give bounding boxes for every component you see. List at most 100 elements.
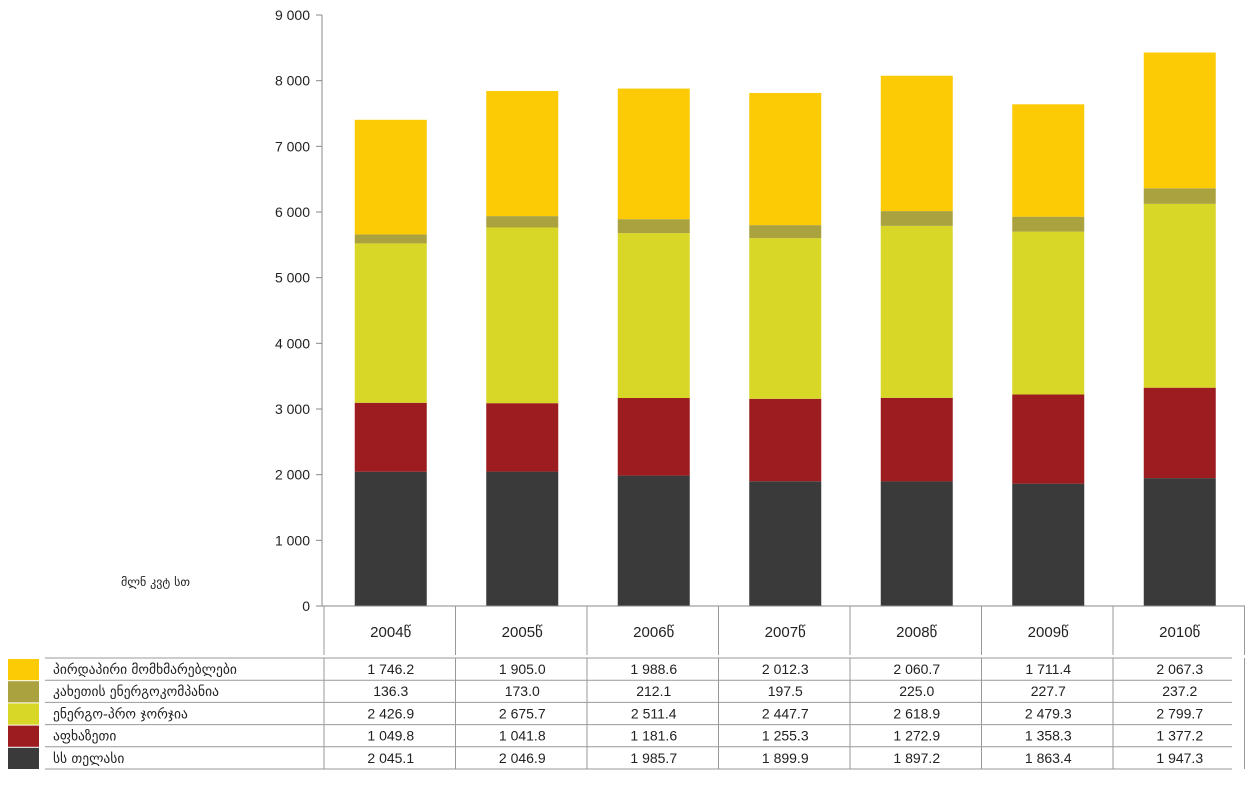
table-cell-value: 2 511.4 [631,705,677,721]
legend-swatch [8,659,39,681]
table-cell-value: 1 947.3 [1156,750,1203,766]
y-tick-label: 8 000 [275,73,310,89]
legend-swatch [8,747,39,769]
bar-segment [617,219,690,234]
y-tick-label: 7 000 [275,138,310,154]
table-cell-value: 136.3 [373,683,408,699]
table-cell-value: 2 012.3 [762,661,809,677]
bar-segment [617,233,690,399]
bar-segment [1012,231,1085,395]
y-tick-label: 4 000 [275,335,310,351]
bar-segment [1143,203,1216,388]
table-cell-value: 1 272.9 [893,728,940,744]
table-cell-value: 1 905.0 [499,661,546,677]
bar-segment [354,243,427,403]
table-cell-value: 212.1 [636,683,671,699]
category-label: 2008წ [896,624,937,641]
table-cell-value: 1 711.4 [1025,661,1071,677]
legend-label: პირდაპირი მომხმარებლები [53,661,237,678]
category-label: 2007წ [765,624,806,641]
bar-segment [354,402,427,472]
table-cell-value: 1 988.6 [630,661,677,677]
legend-swatch [8,725,39,747]
table-cell-value: 2 799.7 [1156,705,1203,721]
table-cell-value: 2 675.7 [499,705,546,721]
bar-segment [617,398,690,476]
bar-segment [749,238,822,399]
bar-segment [617,475,690,606]
legend-label: სს თელასი [53,751,124,767]
y-axis: 0 1 000 2 000 3 000 4 000 5 000 6 000 7 000 8 00… [275,7,323,614]
table-cell-value: 1 985.7 [630,750,677,766]
bars [354,52,1216,606]
table-cell-value: 2 067.3 [1156,661,1203,677]
bar-segment [486,91,559,217]
bar-segment [1012,216,1085,232]
table-cell-value: 1 358.3 [1025,728,1072,744]
bar-segment [749,398,822,482]
bar-segment [880,481,953,606]
table-cell-value: 2 045.1 [367,750,414,766]
bar-segment [486,403,559,472]
table-cell-value: 173.0 [505,683,540,699]
bar-segment [1012,104,1085,217]
bar-segment [354,234,427,244]
y-axis-unit-label: მლნ კვტ სთ [121,575,190,589]
category-label: 2004წ [370,624,411,641]
table-cell-value: 1 181.6 [630,728,677,744]
category-label: 2010წ [1159,624,1200,641]
y-tick-label: 3 000 [275,401,310,417]
table-cell-value: 1 041.8 [499,728,546,744]
y-tick-label: 6 000 [275,204,310,220]
bar-segment [486,227,559,404]
category-label: 2006წ [633,624,674,641]
bar-segment [880,397,953,482]
bar-segment [749,225,822,239]
data-table: პირდაპირი მომხმარებლები 1 746.2 1 905.0 1 9… [8,657,1245,770]
table-cell-value: 2 447.7 [762,705,809,721]
table-cell-value: 1 897.2 [893,750,940,766]
table-cell-value: 197.5 [768,683,803,699]
y-tick-label: 0 [302,598,310,614]
legend-swatch [8,681,39,703]
legend-label: კახეთის ენერგოკომპანია [53,683,219,700]
y-tick-label: 2 000 [275,467,310,483]
bar-segment [1143,387,1216,479]
bar-segment [880,75,953,212]
bar-segment [1012,483,1085,606]
bar-segment [880,211,953,226]
table-cell-value: 1 255.3 [762,728,809,744]
bar-segment [749,481,822,606]
table-cell-value: 1 863.4 [1025,750,1072,766]
y-tick-label: 1 000 [275,532,310,548]
category-labels: 2004წ 2005წ 2006წ 2007წ 2008წ 2009წ 2010წ [322,605,1245,655]
bar-segment [486,216,559,228]
legend-label: აფხაზეთი [53,729,116,745]
table-cell-value: 2 479.3 [1025,705,1072,721]
y-tick-label: 9 000 [275,7,310,23]
table-cell-value: 237.2 [1162,683,1197,699]
y-tick-label: 5 000 [275,270,310,286]
table-cell-value: 227.7 [1031,683,1066,699]
table-cell-value: 1 899.9 [762,750,809,766]
category-label: 2005წ [502,624,543,641]
bar-segment [1143,478,1216,606]
legend-label: ენერგო-პრო ჯორჯია [53,705,188,722]
bar-segment [354,119,427,235]
bar-segment [1143,188,1216,204]
table-cell-value: 225.0 [899,683,934,699]
table-cell-value: 1 377.2 [1156,728,1203,744]
bar-segment [749,92,822,226]
table-cell-value: 1 746.2 [367,661,414,677]
table-cell-value: 2 426.9 [367,705,414,721]
table-cell-value: 1 049.8 [367,728,414,744]
legend-swatch [8,703,39,725]
bar-segment [1143,52,1216,189]
bar-segment [880,225,953,398]
bar-segment [486,471,559,606]
table-cell-value: 2 046.9 [499,750,546,766]
category-label: 2009წ [1028,624,1069,641]
bar-segment [354,471,427,606]
bar-segment [617,88,690,220]
